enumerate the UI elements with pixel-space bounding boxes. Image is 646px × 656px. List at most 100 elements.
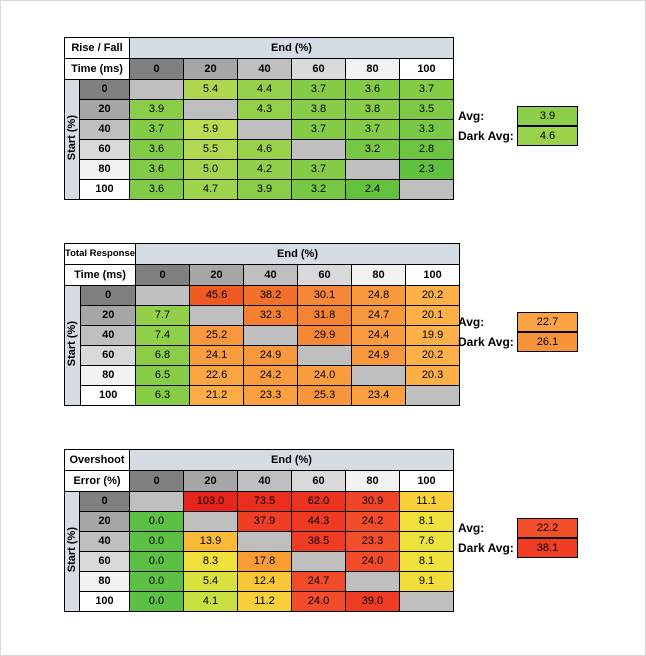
heatmap-cell: 4.7 [183, 179, 238, 200]
row-header: 80 [79, 159, 130, 180]
heatmap-cell: 0.0 [129, 531, 184, 552]
heatmap-cell: 31.8 [297, 305, 353, 326]
heatmap-cell: 23.3 [345, 531, 400, 552]
col-header: 40 [237, 58, 292, 80]
table-title-line1: Total Response [63, 243, 137, 265]
heatmap-cell: 2.3 [399, 159, 454, 180]
heatmap-cell: 4.3 [237, 99, 292, 120]
row-header: 100 [80, 385, 137, 406]
heatmap-cell: 5.0 [183, 159, 238, 180]
avg-value-box: 22.7 [517, 312, 578, 332]
dark-avg-row: Dark Avg: 4.6 [458, 126, 578, 146]
heatmap-cell: 25.3 [297, 385, 353, 406]
row-header: 0 [79, 79, 130, 100]
avg-value-box: 3.9 [517, 106, 578, 126]
heatmap-cell: 37.9 [237, 511, 292, 532]
heatmap-cell: 32.3 [243, 305, 299, 326]
heatmap-cell: 45.6 [189, 285, 245, 306]
heatmap-cell: 24.9 [351, 345, 407, 366]
heatmap-cell: 7.6 [399, 531, 454, 552]
heatmap-cell: 24.2 [243, 365, 299, 386]
col-header: 20 [189, 264, 245, 286]
total-response-table-section: Total Response End (%) Time (ms) 0 20 40 60 80 1… [63, 243, 578, 406]
end-axis-label: End (%) [135, 243, 461, 265]
dark-avg-value-box: 4.6 [517, 126, 578, 146]
heatmap-cell: 19.9 [405, 325, 461, 346]
table-title-line1: Rise / Fall [64, 37, 130, 59]
table-row: 80 6.5 22.6 24.2 24.0 20.3 [65, 365, 461, 386]
col-header: 0 [135, 264, 191, 286]
heatmap-cell: 3.2 [345, 139, 400, 160]
heatmap-cell: 9.1 [399, 571, 454, 592]
start-axis-label: Start (%) [65, 527, 78, 573]
overshoot-heatmap-table: Overshoot End (%) Error (%) 0 20 40 60 80 100 Sta… [64, 449, 454, 612]
end-axis-label: End (%) [129, 37, 454, 59]
heatmap-cell: 38.5 [291, 531, 346, 552]
row-header: 0 [80, 285, 137, 306]
heatmap-cell: 8.3 [183, 551, 238, 572]
row-header: 100 [79, 591, 130, 612]
heatmap-cell: 103.0 [183, 491, 238, 512]
heatmap-cell: 2.4 [345, 179, 400, 200]
heatmap-cell: 5.5 [183, 139, 238, 160]
col-header: 60 [291, 58, 346, 80]
avg-label: Avg: [458, 109, 485, 123]
heatmap-cell: 3.7 [291, 79, 346, 100]
row-header: 60 [80, 345, 137, 366]
heatmap-cell: 44.3 [291, 511, 346, 532]
dark-avg-row: Dark Avg: 26.1 [458, 332, 578, 352]
heatmap-cell: 3.9 [129, 99, 184, 120]
heatmap-cell: 25.2 [189, 325, 245, 346]
diagonal-blank-cell [345, 159, 400, 180]
row-header: 40 [80, 325, 137, 346]
row-header: 20 [79, 99, 130, 120]
rise-fall-table-section: Rise / Fall End (%) Time (ms) 0 20 40 60 80 100 S… [64, 37, 578, 200]
heatmap-cell: 13.9 [183, 531, 238, 552]
heatmap-cell: 5.9 [183, 119, 238, 140]
diagonal-blank-cell [405, 385, 461, 406]
col-header: 100 [399, 58, 454, 80]
avg-value-box: 22.2 [517, 518, 578, 538]
diagonal-blank-cell [345, 571, 400, 592]
diagonal-blank-cell [399, 179, 454, 200]
heatmap-cell: 24.0 [297, 365, 353, 386]
table-row: Start (%) 0 5.4 4.4 3.7 3.6 3.7 [64, 79, 454, 200]
heatmap-cell: 24.4 [351, 325, 407, 346]
heatmap-cell: 3.5 [399, 99, 454, 120]
diagonal-blank-cell [237, 531, 292, 552]
heatmap-cell: 73.5 [237, 491, 292, 512]
start-axis-label: Start (%) [65, 115, 78, 161]
heatmap-cell: 3.7 [291, 159, 346, 180]
heatmap-cell: 3.9 [237, 179, 292, 200]
diagonal-blank-cell [135, 285, 191, 306]
diagonal-blank-cell [237, 119, 292, 140]
table-row: 20 3.9 4.3 3.8 3.8 3.5 [65, 99, 454, 120]
heatmap-cell: 38.2 [243, 285, 299, 306]
col-header: 100 [399, 470, 454, 492]
diagonal-blank-cell [189, 305, 245, 326]
heatmap-cell: 24.8 [351, 285, 407, 306]
table-row: 60 0.0 8.3 17.8 24.0 8.1 [65, 551, 454, 572]
heatmap-cell: 3.2 [291, 179, 346, 200]
diagonal-blank-cell [243, 325, 299, 346]
avg-row: Avg: 22.2 [458, 518, 578, 538]
row-header: 60 [79, 139, 130, 160]
avg-row: Avg: 3.9 [458, 106, 578, 126]
overshoot-table-section: Overshoot End (%) Error (%) 0 20 40 60 80 100 Sta… [64, 449, 578, 612]
heatmap-cell: 3.6 [345, 79, 400, 100]
heatmap-cell: 5.4 [183, 571, 238, 592]
heatmap-cell: 11.2 [237, 591, 292, 612]
heatmap-cell: 0.0 [129, 571, 184, 592]
dark-avg-value-box: 26.1 [517, 332, 578, 352]
heatmap-cell: 24.7 [291, 571, 346, 592]
table-row: 40 3.7 5.9 3.7 3.7 3.3 [65, 119, 454, 140]
heatmap-cell: 3.3 [399, 119, 454, 140]
table-row: Start (%) 0 45.6 38.2 30.1 24.8 20.2 [63, 285, 461, 406]
row-header: 20 [80, 305, 137, 326]
start-axis-cell: Start (%) [63, 285, 82, 406]
col-header: 40 [237, 470, 292, 492]
heatmap-cell: 20.1 [405, 305, 461, 326]
diagonal-blank-cell [183, 511, 238, 532]
heatmap-cell: 39.0 [345, 591, 400, 612]
